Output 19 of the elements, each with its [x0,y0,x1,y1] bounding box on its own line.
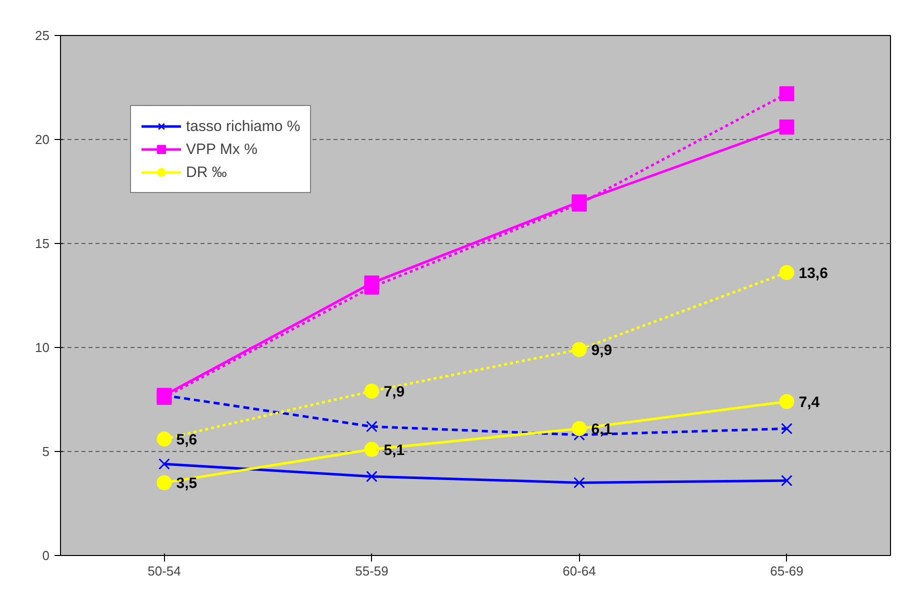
data-label: 7,9 [384,384,405,401]
y-tick-label: 10 [35,340,50,355]
data-label: 9,9 [591,342,612,360]
data-label: 7,4 [798,394,820,412]
y-tick-label: 5 [42,444,50,459]
y-tick-label: 0 [42,548,50,563]
x-tick-label: 50-54 [148,564,181,578]
legend-label: DR ‰ [186,164,227,180]
y-tick-label: 25 [35,28,50,43]
x-tick-label: 65-69 [770,564,804,578]
legend-label: VPP Mx % [186,140,258,158]
data-label: 5,6 [176,432,198,449]
y-tick-label: 15 [35,236,50,251]
data-label: 13,6 [798,265,828,282]
legend-label: tasso richiamo % [186,118,300,134]
y-tick-label: 20 [35,132,50,147]
x-tick-label: 55-59 [355,564,388,578]
x-tick-label: 60-64 [562,564,596,578]
data-label: 3,5 [176,475,198,492]
